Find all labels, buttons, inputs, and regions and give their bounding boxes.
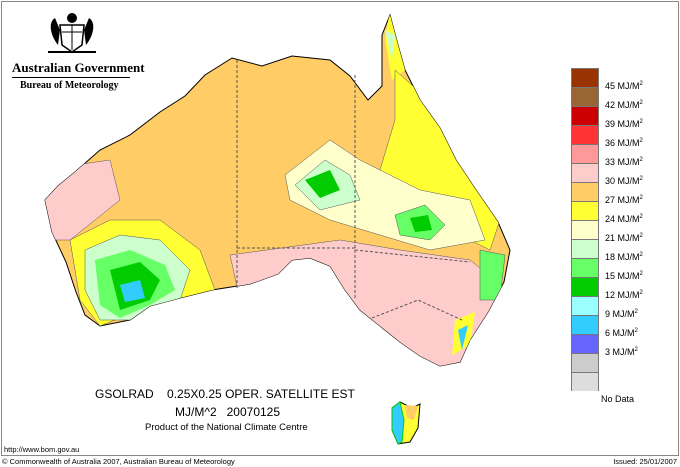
issued-date: Issued: 25/01/2007 bbox=[613, 457, 677, 466]
logo-divider bbox=[12, 77, 130, 78]
legend-label: 6 MJ/M2 bbox=[605, 328, 638, 338]
legend-label: 42 MJ/M2 bbox=[605, 100, 643, 110]
legend-swatch bbox=[571, 258, 599, 277]
state-borders bbox=[236, 60, 471, 321]
website-link[interactable]: http://www.bom.gov.au bbox=[4, 445, 80, 454]
legend-label: 33 MJ/M2 bbox=[605, 157, 643, 167]
tasmania bbox=[391, 401, 421, 445]
legend-no-data: No Data bbox=[601, 394, 635, 404]
coat-of-arms-logo bbox=[48, 13, 96, 53]
map-units-date: MJ/M^2 20070125 bbox=[175, 405, 281, 419]
legend-swatch bbox=[571, 144, 599, 163]
copyright: © Commonwealth of Australia 2007, Austra… bbox=[2, 457, 235, 466]
legend-swatch bbox=[571, 68, 599, 87]
legend-swatch bbox=[571, 334, 599, 353]
legend-swatch bbox=[571, 277, 599, 296]
legend-swatch bbox=[571, 315, 599, 334]
legend-swatch bbox=[571, 201, 599, 220]
map-product: Product of the National Climate Centre bbox=[145, 422, 308, 433]
legend-swatch bbox=[571, 125, 599, 144]
legend-swatch bbox=[571, 372, 599, 391]
legend-label: 21 MJ/M2 bbox=[605, 233, 643, 243]
legend-swatch bbox=[571, 182, 599, 201]
bureau-name: Bureau of Meteorology bbox=[20, 80, 119, 91]
legend-label: 9 MJ/M2 bbox=[605, 309, 638, 319]
legend-label: 30 MJ/M2 bbox=[605, 176, 643, 186]
legend-swatch bbox=[571, 296, 599, 315]
legend-swatch bbox=[571, 163, 599, 182]
legend-label: 15 MJ/M2 bbox=[605, 271, 643, 281]
legend: 45 MJ/M2 42 MJ/M2 39 MJ/M2 36 MJ/M2 33 MJ/M2… bbox=[571, 68, 643, 404]
legend-swatch bbox=[571, 106, 599, 125]
map-frame bbox=[1, 1, 679, 456]
legend-label: 36 MJ/M2 bbox=[605, 138, 643, 148]
legend-label: 27 MJ/M2 bbox=[605, 195, 643, 205]
legend-label: 45 MJ/M2 bbox=[605, 81, 643, 91]
legend-swatch bbox=[571, 220, 599, 239]
legend-label: 18 MJ/M2 bbox=[605, 252, 643, 262]
legend-label: 24 MJ/M2 bbox=[605, 214, 643, 224]
legend-swatch bbox=[571, 353, 599, 372]
legend-label: 12 MJ/M2 bbox=[605, 290, 643, 300]
legend-label: 3 MJ/M2 bbox=[605, 347, 638, 357]
legend-swatch bbox=[571, 87, 599, 106]
legend-label: 39 MJ/M2 bbox=[605, 119, 643, 129]
map-title: GSOLRAD 0.25X0.25 OPER. SATELLITE EST bbox=[95, 387, 355, 401]
legend-swatch bbox=[571, 239, 599, 258]
government-name: Australian Government bbox=[12, 60, 145, 75]
